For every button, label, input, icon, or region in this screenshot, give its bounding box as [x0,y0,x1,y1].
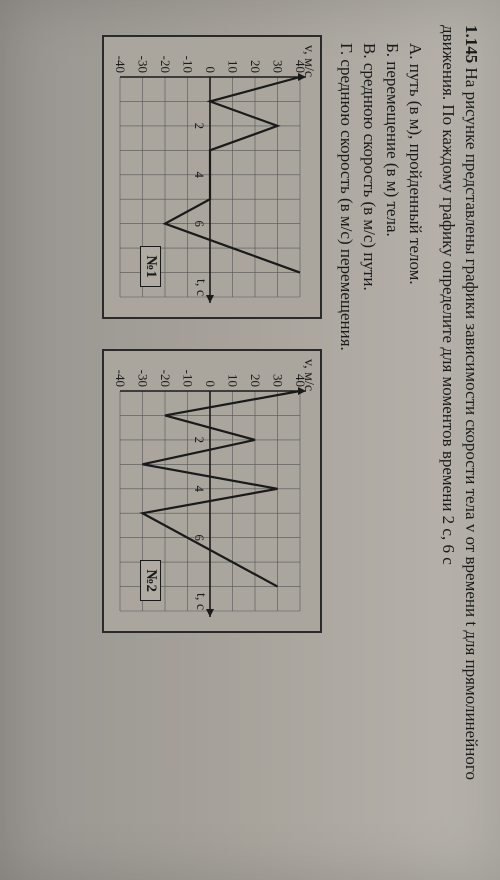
svg-text:-30: -30 [136,370,151,387]
svg-text:30: 30 [271,60,286,73]
svg-text:-40: -40 [113,370,128,387]
x-axis-label: t, с [192,279,208,296]
problem-subitems: А. путь (в м), пройденный телом. Б. пере… [334,43,426,855]
item-v: В. среднюю скорость (в м/с) пути. [357,43,380,855]
svg-text:-30: -30 [136,56,151,73]
problem-statement: 1.145 На рисунке представлены графики за… [436,25,482,855]
page-scan: 1.145 На рисунке представлены графики за… [0,0,500,880]
svg-text:-20: -20 [158,370,173,387]
svg-text:20: 20 [248,374,263,387]
svg-text:0: 0 [203,381,218,388]
svg-text:4: 4 [192,486,207,493]
svg-text:10: 10 [226,60,241,73]
chart-title-box: №1 [140,246,161,287]
x-tick-labels: 2 4 6 [192,123,207,228]
chart-1-box: v, м/с-40-30-20-10010203040246t, с№1 [102,35,322,319]
svg-text:30: 30 [271,374,286,387]
y-axis-label: v, м/с [300,359,316,391]
svg-text:-10: -10 [181,370,196,387]
chart-title-box: №2 [140,560,161,601]
x-axis-label: t, с [192,593,208,610]
svg-text:10: 10 [226,374,241,387]
svg-text:2: 2 [192,437,207,444]
chart-1: v, м/с-40-30-20-10010203040246t, с№1 [110,43,314,307]
svg-text:20: 20 [248,60,263,73]
item-a: А. путь (в м), пройденный телом. [403,43,426,855]
svg-text:-10: -10 [181,56,196,73]
y-tick-labels: -40-30-20-10010203040 [113,370,308,387]
svg-text:4: 4 [192,172,207,179]
chart-2: v, м/с-40-30-20-10010203040246t, с№2 [110,357,314,621]
item-g: Г. среднюю скорость (в м/с) перемещения. [334,43,357,855]
item-b: Б. перемещение (в м) тела. [380,43,403,855]
problem-number: 1.145 [462,25,481,63]
y-axis-label: v, м/с [300,45,316,77]
svg-text:2: 2 [192,123,207,130]
chart-2-box: v, м/с-40-30-20-10010203040246t, с№2 [102,349,322,633]
svg-text:6: 6 [192,220,207,227]
svg-text:-40: -40 [113,56,128,73]
svg-text:-20: -20 [158,56,173,73]
problem-moments: моментов времени 2 с, 6 с [439,377,458,565]
charts-row: v, м/с-40-30-20-10010203040246t, с№1 v, … [102,25,322,855]
svg-text:0: 0 [203,67,218,74]
y-tick-labels: -40-30-20-10010203040 [113,56,308,73]
